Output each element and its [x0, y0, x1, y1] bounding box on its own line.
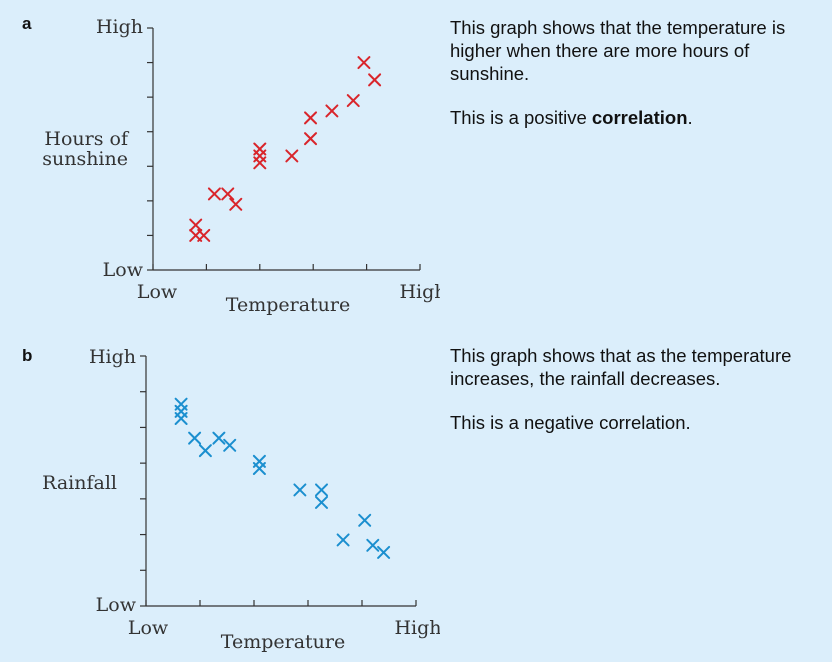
data-point — [174, 412, 188, 425]
description-a-text2-end: . — [687, 107, 693, 128]
data-point — [253, 142, 267, 156]
data-point — [315, 483, 328, 497]
description-a-text2-start: This is a positive — [450, 107, 592, 128]
data-point — [229, 197, 243, 211]
description-b-text2-start: This is a negative correlation. — [450, 412, 691, 433]
description-b-text2: This is a negative correlation. — [450, 411, 825, 434]
data-point — [212, 431, 226, 445]
y-tick-high: High — [96, 16, 143, 38]
panel-letter-b: b — [22, 346, 33, 365]
description-b: This graph shows that as the temperature… — [450, 344, 825, 455]
y-axis-label: Rainfall — [42, 472, 117, 494]
data-point — [304, 132, 318, 146]
data-point — [198, 444, 212, 458]
data-point — [197, 228, 211, 242]
data-point — [223, 438, 237, 452]
data-point — [207, 187, 221, 201]
description-a: This graph shows that the temperature is… — [450, 16, 825, 150]
description-a-text1: This graph shows that the temperature is… — [450, 17, 786, 84]
data-point — [325, 104, 339, 118]
data-point — [366, 538, 380, 552]
data-point — [358, 513, 372, 527]
data-point — [189, 218, 203, 232]
x-tick-low: Low — [137, 281, 178, 303]
data-point — [357, 56, 371, 70]
data-point — [304, 111, 318, 125]
description-a-text2: This is a positive correlation. — [450, 106, 825, 129]
data-point — [346, 94, 360, 108]
description-a-text2-bold: correlation — [591, 107, 688, 128]
y-tick-high: High — [89, 346, 136, 368]
x-tick-low: Low — [128, 617, 169, 639]
panel-letter-a: a — [22, 14, 32, 33]
y-axis-label-line1: Hours of — [44, 128, 130, 150]
data-point — [368, 73, 382, 87]
y-tick-low: Low — [103, 259, 144, 281]
x-tick-high: High — [394, 617, 440, 639]
y-axis-label-line2: sunshine — [42, 148, 128, 170]
scatter-chart-sunshine: High Low Hours of sunshine Low High Temp… — [42, 16, 440, 316]
data-point — [336, 533, 350, 547]
data-point — [293, 483, 307, 497]
description-b-text1: This graph shows that as the temperature… — [450, 345, 792, 389]
data-point — [221, 187, 235, 201]
data-point — [377, 545, 391, 559]
data-point — [315, 495, 328, 509]
data-point — [252, 462, 266, 475]
data-point — [188, 431, 202, 445]
x-tick-high: High — [399, 281, 440, 303]
data-point — [253, 156, 267, 170]
data-point — [285, 149, 299, 163]
x-axis-label: Temperature — [226, 294, 350, 316]
scatter-chart-rainfall: High Low Rainfall Low High Temperature — [42, 346, 440, 653]
y-tick-low: Low — [96, 594, 137, 616]
x-axis-label: Temperature — [221, 631, 345, 653]
